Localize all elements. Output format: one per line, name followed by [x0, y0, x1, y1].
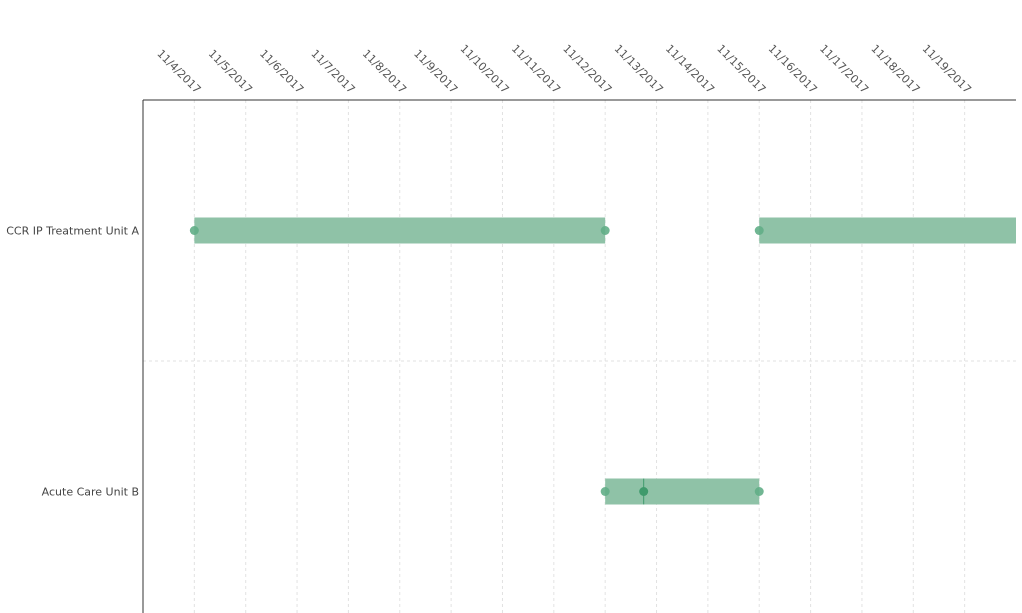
- x-tick-label: 11/14/2017: [663, 42, 717, 96]
- x-tick-label: 11/13/2017: [612, 42, 666, 96]
- x-tick-label: 11/5/2017: [206, 47, 255, 96]
- gridlines: [143, 100, 1016, 613]
- row-labels: CCR IP Treatment Unit A Acute Care Unit B: [6, 225, 139, 499]
- x-tick-label: 11/19/2017: [920, 42, 974, 96]
- x-tick-label: 11/18/2017: [868, 42, 922, 96]
- point-marker: [600, 226, 610, 235]
- x-tick-label: 11/6/2017: [257, 47, 306, 96]
- x-tick-label: 11/15/2017: [714, 42, 768, 96]
- segment-bar: [194, 217, 606, 244]
- point-marker: [639, 487, 649, 496]
- points: [189, 226, 764, 505]
- x-tick-label: 11/9/2017: [411, 47, 460, 96]
- point-marker: [600, 487, 610, 496]
- x-tick-label: 11/4/2017: [154, 47, 203, 96]
- axes: [142, 99, 1016, 613]
- x-tick-label: 11/16/2017: [766, 42, 820, 96]
- segment-bar: [605, 478, 760, 505]
- point-marker: [754, 226, 764, 235]
- point-marker: [754, 487, 764, 496]
- row-label: Acute Care Unit B: [42, 486, 139, 499]
- segments: [194, 217, 1016, 505]
- x-tick-label: 11/11/2017: [509, 42, 563, 96]
- x-tick-label: 11/10/2017: [458, 42, 512, 96]
- x-tick-label: 11/7/2017: [308, 47, 357, 96]
- x-axis-tick-labels: 11/4/2017 11/5/2017 11/6/2017 11/7/2017 11/8…: [154, 42, 973, 96]
- x-tick-label: 11/8/2017: [360, 47, 409, 96]
- x-tick-label: 11/12/2017: [560, 42, 614, 96]
- point-marker: [189, 226, 199, 235]
- segment-bar: [759, 217, 1016, 244]
- row-label: CCR IP Treatment Unit A: [6, 225, 139, 238]
- x-tick-label: 11/17/2017: [817, 42, 871, 96]
